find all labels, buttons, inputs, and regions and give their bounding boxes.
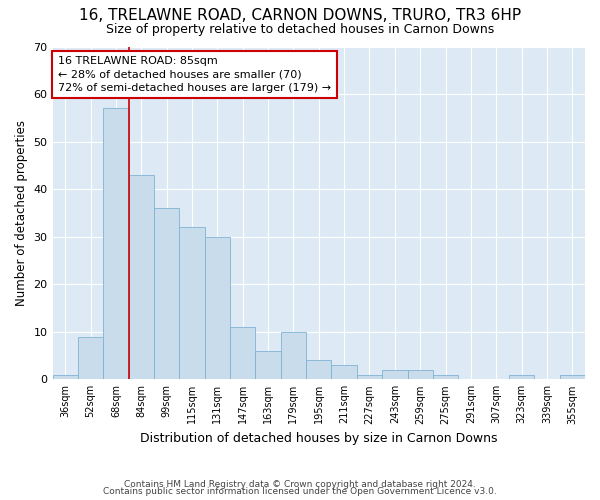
Bar [230,327,256,380]
Text: Size of property relative to detached houses in Carnon Downs: Size of property relative to detached ho… [106,22,494,36]
Text: Contains public sector information licensed under the Open Government Licence v3: Contains public sector information licen… [103,488,497,496]
Bar [560,374,585,380]
Bar [433,374,458,380]
Bar [256,351,281,380]
Bar [306,360,331,380]
Bar [281,332,306,380]
Text: 16, TRELAWNE ROAD, CARNON DOWNS, TRURO, TR3 6HP: 16, TRELAWNE ROAD, CARNON DOWNS, TRURO, … [79,8,521,22]
Text: Contains HM Land Registry data © Crown copyright and database right 2024.: Contains HM Land Registry data © Crown c… [124,480,476,489]
Bar [128,175,154,380]
Text: 16 TRELAWNE ROAD: 85sqm
← 28% of detached houses are smaller (70)
72% of semi-de: 16 TRELAWNE ROAD: 85sqm ← 28% of detache… [58,56,331,93]
Bar [179,227,205,380]
Bar [205,236,230,380]
X-axis label: Distribution of detached houses by size in Carnon Downs: Distribution of detached houses by size … [140,432,497,445]
Bar [154,208,179,380]
Bar [103,108,128,380]
Y-axis label: Number of detached properties: Number of detached properties [15,120,28,306]
Bar [78,336,103,380]
Bar [53,374,78,380]
Bar [509,374,534,380]
Bar [357,374,382,380]
Bar [407,370,433,380]
Bar [382,370,407,380]
Bar [331,365,357,380]
